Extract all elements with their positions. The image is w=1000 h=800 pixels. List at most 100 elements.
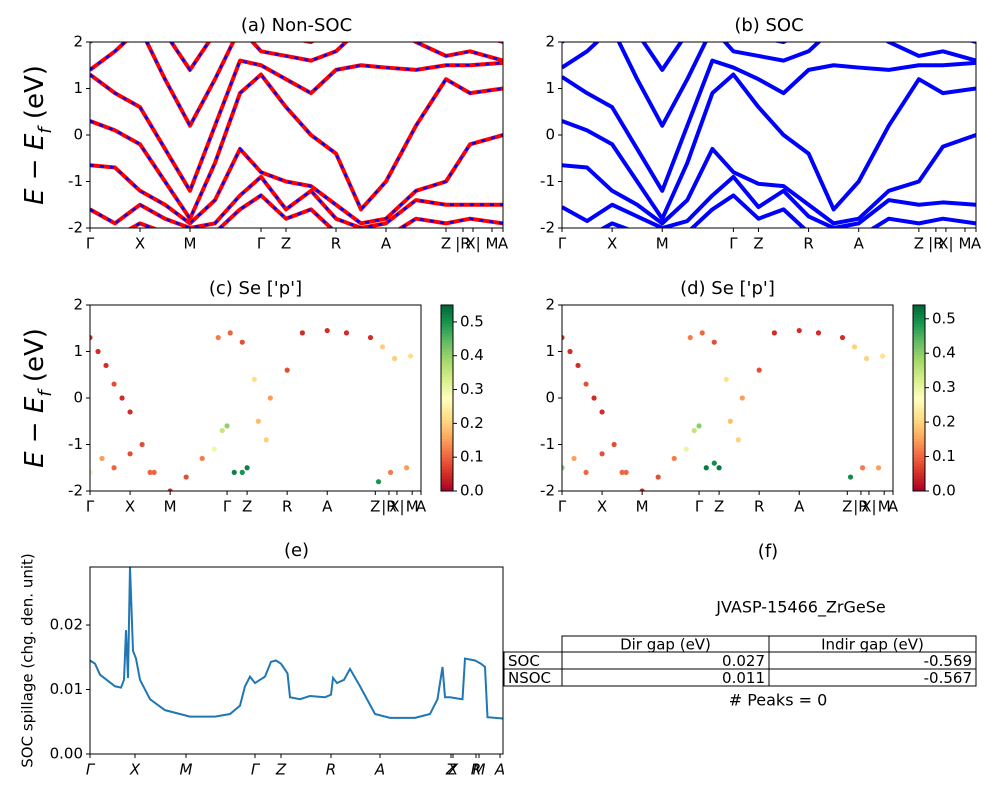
x-tick-label: Z [445, 761, 457, 779]
y-tick-label: -1 [68, 435, 83, 453]
colorbar-segment [441, 438, 453, 442]
point [119, 395, 125, 401]
band-overlay [90, 133, 503, 225]
x-tick-label: |R [381, 498, 396, 516]
point [691, 427, 697, 434]
colorbar-segment [913, 453, 925, 458]
x-tick-label: R [331, 235, 341, 253]
panel-title: (c) Se ['p'] [209, 278, 302, 299]
x-tick-label: Γ [695, 498, 704, 516]
x-tick-label: M [180, 761, 193, 779]
point [379, 344, 386, 350]
colorbar-segment [441, 410, 453, 414]
colorbar-tick-label: 0.0 [460, 482, 484, 500]
point [671, 455, 677, 462]
y-tick-label: -2 [540, 482, 555, 500]
x-tick-label: X| [861, 498, 876, 516]
colorbar-frame [440, 304, 454, 492]
point [227, 330, 233, 336]
y-axis-label: E − Ef (eV) [20, 65, 56, 205]
colorbar-segment [441, 311, 453, 315]
x-tick-label: X [607, 235, 617, 253]
colorbar-segment [913, 317, 925, 321]
colorbar-segment [441, 308, 453, 312]
colorbar-segment [441, 363, 453, 368]
y-tick-label: -2 [68, 219, 83, 237]
point [562, 465, 565, 471]
point [879, 353, 886, 359]
point [183, 474, 189, 480]
x-tick-label: X [597, 498, 607, 516]
point [284, 367, 290, 373]
point [90, 334, 93, 341]
point [211, 446, 217, 452]
x-tick-label: Γ [257, 235, 266, 253]
colorbar-segment [913, 447, 925, 452]
x-tick-label: M [656, 235, 669, 253]
point [127, 451, 133, 457]
colorbar-segment [913, 357, 925, 362]
y-axis-label: E − Ef (eV) [20, 328, 56, 468]
colorbar-segment [913, 363, 925, 368]
point [711, 339, 717, 345]
point [375, 479, 382, 485]
point [239, 469, 245, 475]
table-cell: 0.011 [722, 669, 765, 687]
colorbar-segment [913, 401, 925, 405]
y-axis-label-sub: f [35, 388, 56, 397]
panel-title: (b) SOC [734, 15, 803, 36]
colorbar-segment [441, 401, 453, 405]
colorbar-segment [913, 460, 925, 464]
colorbar-segment [913, 354, 925, 359]
x-tick-label: Z [281, 235, 291, 253]
y-tick-label: 2 [545, 296, 555, 314]
x-tick-label: M [486, 235, 499, 253]
y-tick-label: -2 [540, 219, 555, 237]
x-tick-label: |R [455, 235, 470, 253]
colorbar-tick-label: 0.0 [932, 482, 956, 500]
x-tick-label: Γ [86, 761, 96, 779]
x-tick-label: A [494, 761, 505, 779]
colorbar-segment [441, 407, 453, 411]
table-cell: -0.569 [924, 652, 972, 670]
colorbar-tick-label: 0.1 [932, 447, 956, 465]
colorbar-segment [441, 429, 453, 433]
colorbar-tick-label: 0.1 [460, 448, 484, 466]
colorbar-segment [913, 332, 925, 337]
colorbar-segment [913, 456, 925, 461]
colorbar-frame [912, 304, 926, 492]
colorbar-segment [441, 435, 453, 439]
colorbar-segment [441, 472, 453, 476]
colorbar-segment [441, 367, 453, 371]
y-tick-label: 0.01 [50, 680, 83, 698]
colorbar-segment [913, 385, 925, 390]
point [699, 330, 705, 336]
point [267, 395, 273, 401]
x-tick-label: Z [370, 498, 380, 516]
point [199, 455, 205, 462]
point [139, 441, 145, 448]
colorbar-segment [441, 466, 453, 470]
lines [90, 567, 503, 720]
point [111, 465, 117, 471]
point [151, 469, 157, 475]
band-line [562, 42, 976, 128]
colorbar-segment [441, 339, 453, 343]
point [391, 355, 398, 362]
point [727, 418, 733, 424]
colorbar-segment [441, 329, 453, 334]
point [219, 427, 225, 434]
x-tick-label: Z [914, 235, 924, 253]
y-tick-label: 0 [545, 389, 555, 407]
table-row-label: NSOC [508, 669, 551, 687]
bands [90, 42, 503, 228]
band-line [562, 72, 976, 221]
axes-frame [89, 566, 504, 755]
band-line [90, 42, 503, 128]
point [863, 355, 870, 362]
colorbar-segment [441, 441, 453, 445]
colorbar-segment [441, 376, 453, 380]
axes-frame [561, 304, 894, 492]
point [583, 469, 589, 475]
panel-title: (f) [758, 541, 778, 562]
